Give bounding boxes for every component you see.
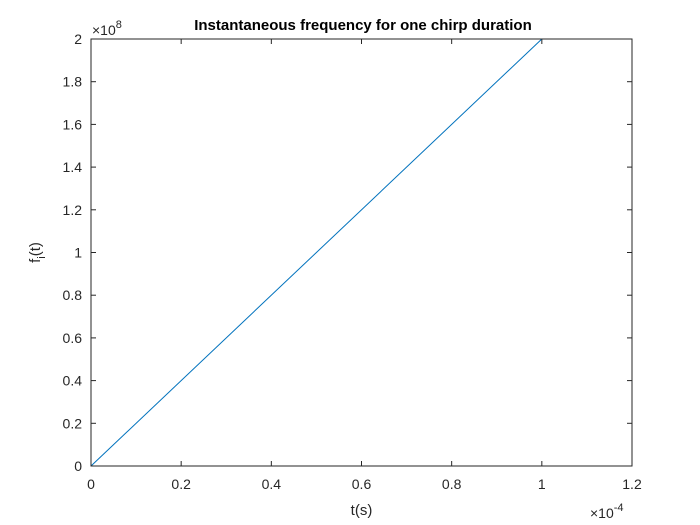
y-tick-label: 1.6 bbox=[63, 116, 83, 132]
x-exponent-base: ×10 bbox=[590, 505, 614, 521]
y-tick-label: 1.2 bbox=[63, 202, 83, 218]
y-axis-exponent: ×108 bbox=[92, 19, 122, 38]
series-line bbox=[90, 38, 543, 467]
y-tick-label: 1 bbox=[74, 245, 82, 261]
y-axis-label-subscript: i bbox=[36, 256, 48, 258]
x-tick-label: 0.8 bbox=[442, 476, 462, 492]
series-layer bbox=[90, 38, 543, 467]
x-axis-label: t(s) bbox=[351, 502, 373, 519]
y-tick-label: 2 bbox=[74, 31, 82, 47]
x-tick-label: 0.4 bbox=[262, 476, 282, 492]
y-axis-label-tail: (t) bbox=[27, 242, 44, 256]
x-tick-label: 1.2 bbox=[622, 476, 642, 492]
y-axis-label-main: f bbox=[27, 258, 44, 263]
y-tick-label: 0 bbox=[74, 458, 82, 474]
axes-box bbox=[90, 38, 633, 467]
x-exponent-power: -4 bbox=[614, 502, 624, 514]
x-tick-label: 0.6 bbox=[352, 476, 372, 492]
x-tick-label: 0 bbox=[87, 476, 95, 492]
x-axis-exponent: ×10-4 bbox=[590, 502, 624, 521]
y-exponent-base: ×10 bbox=[92, 22, 116, 38]
y-tick-label: 1.8 bbox=[63, 74, 83, 90]
y-exponent-power: 8 bbox=[116, 19, 122, 31]
y-tick-label: 0.8 bbox=[63, 287, 83, 303]
y-tick-label: 1.4 bbox=[63, 159, 83, 175]
x-tick-label: 1 bbox=[538, 476, 546, 492]
x-tick-label: 0.2 bbox=[171, 476, 191, 492]
y-axis-label: fi(t) bbox=[27, 242, 48, 263]
chart-title: Instantaneous frequency for one chirp du… bbox=[194, 17, 532, 34]
y-tick-label: 0.6 bbox=[63, 330, 83, 346]
labels-layer: Instantaneous frequency for one chirp du… bbox=[27, 17, 624, 521]
y-tick-label: 0.4 bbox=[63, 373, 83, 389]
y-tick-label: 0.2 bbox=[63, 415, 83, 431]
ticks-layer: 0 0.2 0.4 0.6 0.8 1 1.2 0 0.2 0.4 0.6 0.8 1 1.2 1.4 1.6… bbox=[63, 31, 642, 492]
